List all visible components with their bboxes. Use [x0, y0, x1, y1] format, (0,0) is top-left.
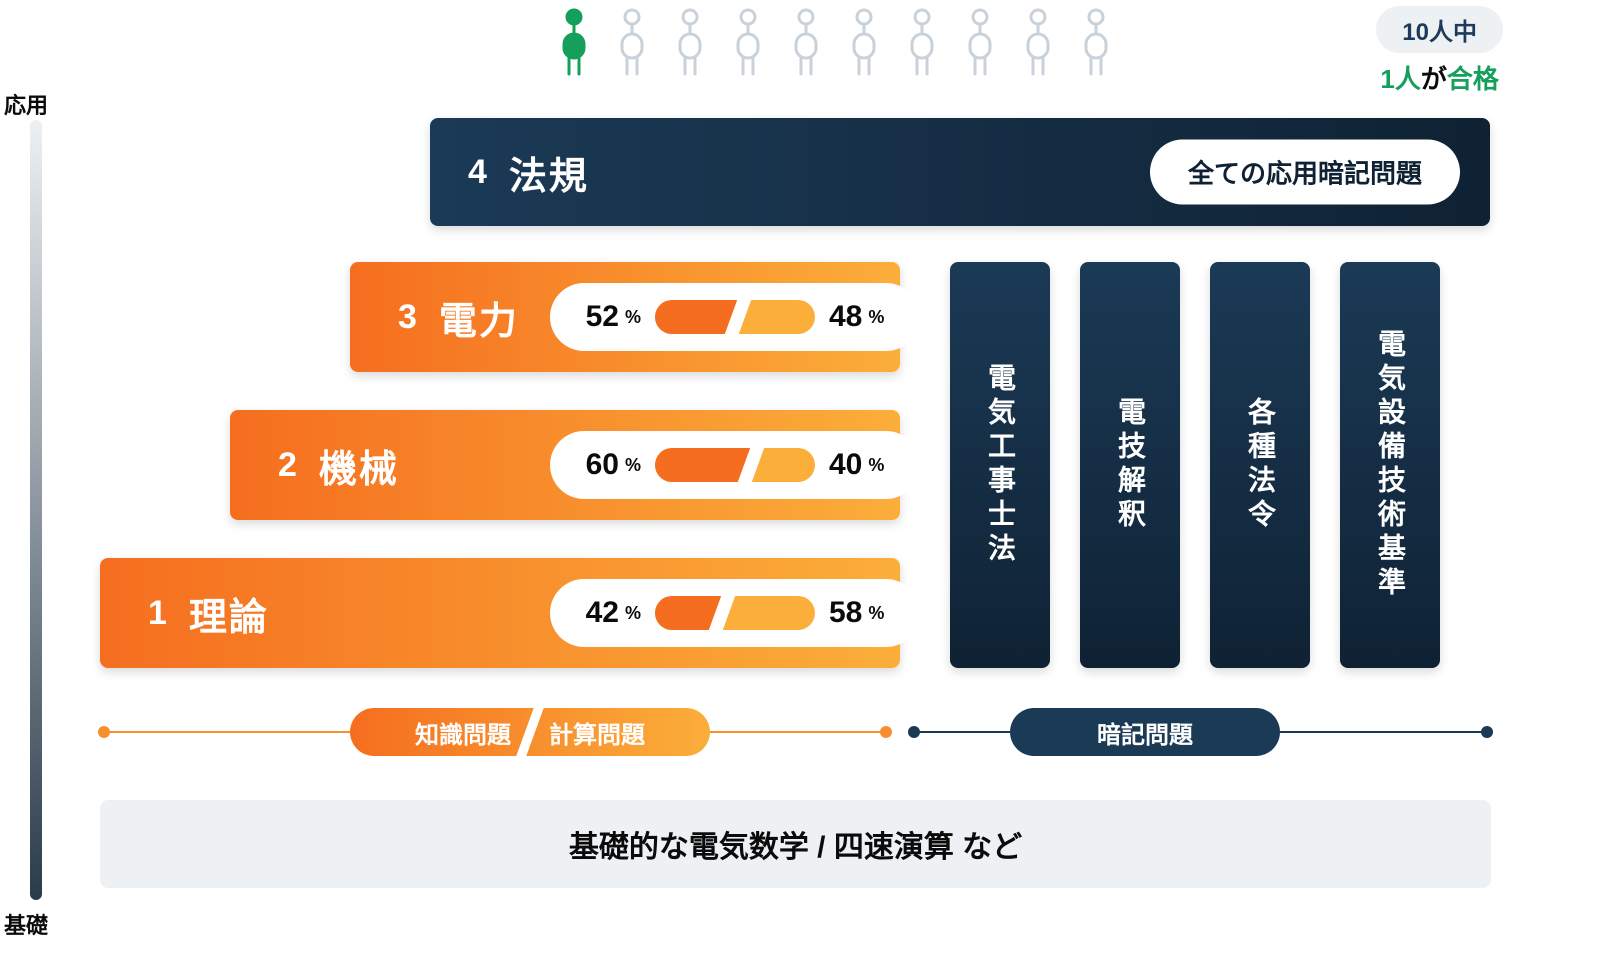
row-1-pct-pill: 42% 58%	[550, 579, 920, 647]
legend-orange-right: 計算問題	[549, 715, 645, 750]
row-3-pct-bar	[655, 300, 815, 334]
legend-pill-blue: 暗記問題	[1010, 708, 1280, 756]
difficulty-label-top: 応用	[4, 88, 48, 120]
row-2-right-pct: 40	[829, 448, 862, 482]
row-3-number: 3	[398, 298, 417, 337]
row-3-pct-pill: 52% 48%	[550, 283, 920, 351]
row-2-left-pct: 60	[586, 448, 619, 482]
row-1-name: 理論	[189, 586, 269, 641]
pass-count: 1人	[1380, 64, 1420, 94]
legend-slash-icon	[515, 704, 545, 760]
difficulty-gradient-bar	[30, 120, 42, 900]
law-column-3: 電気設備技術基準	[1340, 262, 1440, 668]
row-1-number: 1	[148, 594, 167, 633]
bottom-text: 基礎的な電気数学 / 四速演算 など	[569, 822, 1022, 866]
pass-rate-badge: 10人中 1人が合格	[1376, 6, 1503, 96]
pass-rate-top: 10人中	[1376, 6, 1503, 53]
law-column-label: 各種法令	[1240, 397, 1280, 533]
law-column-2: 各種法令	[1210, 262, 1310, 668]
pass-ga: が	[1421, 64, 1447, 94]
people-row	[555, 8, 1115, 78]
difficulty-label-bottom: 基礎	[4, 908, 48, 940]
law-column-1: 電技解釈	[1080, 262, 1180, 668]
pass-word: 合格	[1447, 64, 1499, 94]
row-2-pct-bar	[655, 448, 815, 482]
row-1-left-pct: 42	[586, 596, 619, 630]
person-fail-icon	[1019, 8, 1057, 78]
person-fail-icon	[613, 8, 651, 78]
row-4-badge: 全ての応用暗記問題	[1150, 140, 1460, 205]
pass-rate-line2: 1人が合格	[1376, 59, 1503, 96]
person-fail-icon	[729, 8, 767, 78]
row-4-number: 4	[468, 153, 487, 192]
legend-line	[100, 731, 1491, 733]
legend-orange-left: 知識問題	[415, 715, 511, 750]
law-column-0: 電気工事士法	[950, 262, 1050, 668]
law-column-label: 電技解釈	[1110, 397, 1150, 533]
law-column-label: 電気設備技術基準	[1370, 329, 1410, 601]
row-2-pct-pill: 60% 40%	[550, 431, 920, 499]
row-2-number: 2	[278, 446, 297, 485]
infographic-root: 応用 基礎 10人中 1人が合格 4 法規 全ての応用暗記問題 3 電力 52%…	[0, 0, 1601, 957]
person-pass-icon	[555, 8, 593, 78]
legend-blue-label: 暗記問題	[1097, 715, 1193, 750]
row-1-pct-bar	[655, 596, 815, 630]
person-fail-icon	[1077, 8, 1115, 78]
row-3-left-pct: 52	[586, 300, 619, 334]
law-column-label: 電気工事士法	[980, 363, 1020, 567]
row-4-houki: 4 法規 全ての応用暗記問題	[430, 118, 1490, 226]
row-4-name: 法規	[509, 145, 589, 200]
person-fail-icon	[671, 8, 709, 78]
bottom-bar: 基礎的な電気数学 / 四速演算 など	[100, 800, 1491, 888]
row-3-right-pct: 48	[829, 300, 862, 334]
row-3-name: 電力	[439, 290, 519, 345]
person-fail-icon	[845, 8, 883, 78]
person-fail-icon	[787, 8, 825, 78]
row-2-name: 機械	[319, 438, 399, 493]
person-fail-icon	[903, 8, 941, 78]
person-fail-icon	[961, 8, 999, 78]
row-1-right-pct: 58	[829, 596, 862, 630]
legend-pill-orange: 知識問題 計算問題	[350, 708, 710, 756]
